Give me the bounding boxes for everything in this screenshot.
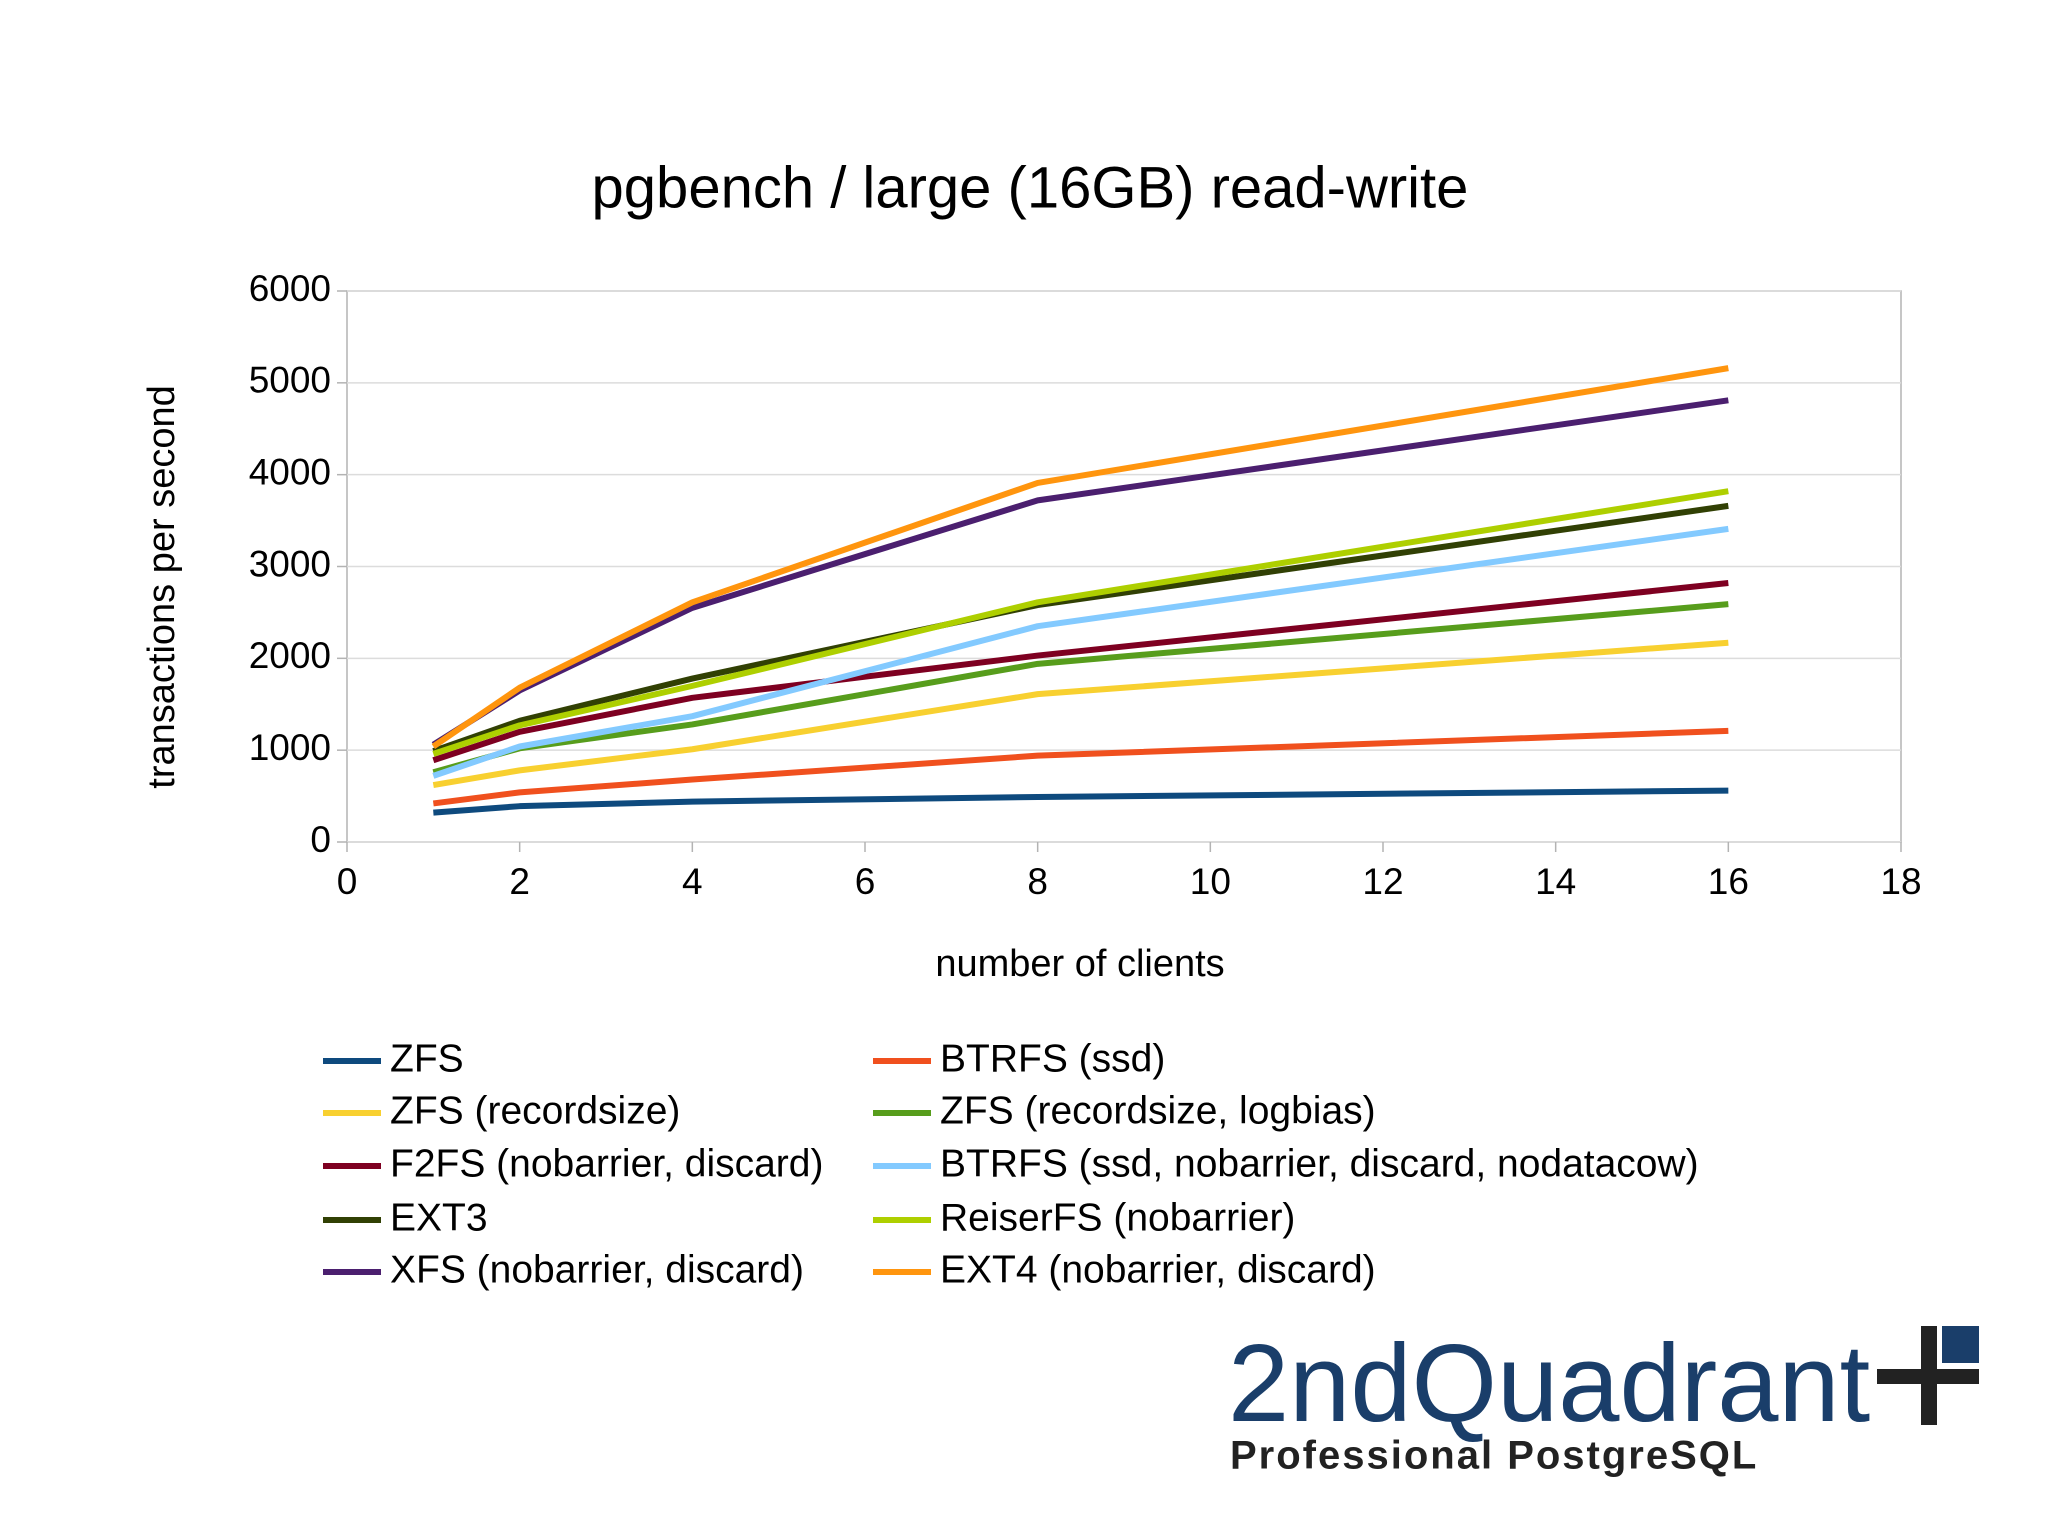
legend-label: XFS (nobarrier, discard) xyxy=(390,1248,804,1291)
legend-label: EXT4 (nobarrier, discard) xyxy=(940,1248,1376,1291)
y-tick-label: 6000 xyxy=(249,268,331,309)
y-tick-label: 3000 xyxy=(249,543,331,584)
y-tick-label: 1000 xyxy=(249,727,331,768)
series-line xyxy=(432,525,1729,779)
legend-label: ZFS xyxy=(390,1037,464,1080)
legend-label: ZFS (recordsize, logbias) xyxy=(940,1089,1376,1132)
x-tick-label: 8 xyxy=(1027,861,1048,902)
logo-square xyxy=(1942,1326,1979,1363)
x-tick-label: 12 xyxy=(1362,861,1403,902)
logo-cross xyxy=(1877,1369,1979,1384)
legend-label: EXT3 xyxy=(390,1196,488,1239)
legend-label: ZFS (recordsize) xyxy=(390,1089,680,1132)
series-line xyxy=(432,727,1729,807)
legend-label: ReiserFS (nobarrier) xyxy=(940,1196,1295,1239)
legend-label: F2FS (nobarrier, discard) xyxy=(390,1142,823,1185)
x-tick-label: 2 xyxy=(509,861,530,902)
x-tick-label: 14 xyxy=(1535,861,1576,902)
series-line xyxy=(432,639,1729,789)
x-tick-label: 4 xyxy=(682,861,703,902)
series-line xyxy=(433,787,1729,816)
chart-title: pgbench / large (16GB) read-write xyxy=(592,155,1469,220)
x-tick-label: 0 xyxy=(337,861,358,902)
y-tick-label: 5000 xyxy=(249,360,331,401)
y-tick-label: 4000 xyxy=(249,451,331,492)
y-tick-label: 2000 xyxy=(249,635,331,676)
x-axis-label: number of clients xyxy=(935,943,1224,985)
x-tick-label: 18 xyxy=(1880,861,1921,902)
x-tick-label: 6 xyxy=(855,861,876,902)
legend-label: BTRFS (ssd, nobarrier, discard, nodataco… xyxy=(940,1142,1699,1185)
y-tick-label: 0 xyxy=(310,819,331,860)
series-line xyxy=(432,502,1729,754)
y-axis-label: transactions per second xyxy=(141,385,183,788)
series-line xyxy=(432,488,1729,757)
logo-tagline: Professional PostgreSQL xyxy=(1230,1434,1758,1478)
series-line xyxy=(432,580,1729,764)
x-tick-label: 10 xyxy=(1190,861,1231,902)
logo: 2ndQuadrant Professional PostgreSQL xyxy=(1228,1322,1979,1478)
x-tick-label: 16 xyxy=(1708,861,1749,902)
legend-label: BTRFS (ssd) xyxy=(940,1037,1165,1080)
logo-name: 2ndQuadrant xyxy=(1228,1322,1870,1445)
series-line xyxy=(431,365,1729,749)
